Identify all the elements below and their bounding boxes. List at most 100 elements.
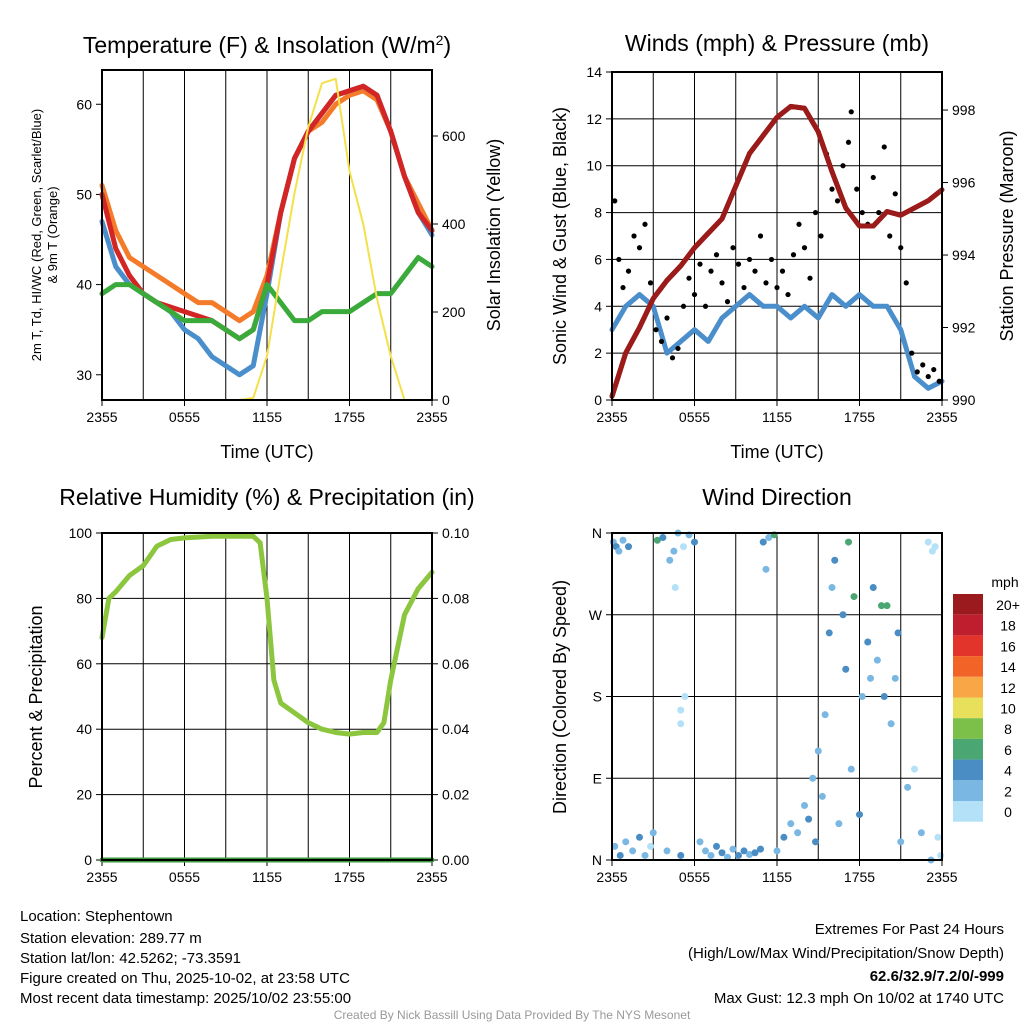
gust-point [616,256,622,263]
direction-point [812,838,819,846]
legend-swatch [953,635,983,657]
gust-point [631,233,637,239]
legend-swatch [953,656,983,677]
gust-point [620,284,626,291]
x-tick-label: 2355 [926,409,957,425]
direction-point [897,838,905,846]
temp-x-label: Time (UTC) [220,442,313,462]
x-tick-label: 2355 [596,409,627,425]
direction-point [835,820,843,828]
x-tick-label: 1755 [334,409,365,425]
x-tick-label: 2355 [416,409,447,425]
direction-point [680,543,687,551]
created-text: Figure created on Thu, 2025-10-02, at 23… [20,970,350,987]
gust-point [801,245,808,251]
gust-point [675,345,681,352]
gust-point [752,268,758,274]
gust-point [702,303,709,309]
gust-point [892,191,898,197]
gust-point [768,256,775,263]
gust-point [741,284,747,291]
legend-label: 16 [1000,638,1016,654]
y2-tick-label: 0 [442,392,450,408]
direction-point [625,543,632,551]
gust-point [763,280,769,286]
gust-point [909,350,915,356]
gust-point [887,233,893,239]
wind-panel-title: Winds (mph) & Pressure (mb) [625,30,929,56]
direction-point [622,838,630,846]
direction-point [856,811,863,819]
legend-label: 14 [1000,659,1016,675]
direction-point [713,842,720,850]
legend-swatch [953,718,983,739]
gust-point [730,245,736,251]
direction-point [659,534,667,542]
y-tick-label: 80 [76,590,92,606]
gust-point [854,186,860,192]
panel-1: 0 2 4 6 8 10 12 14 990 992 994 996 998 2355 0555 1155 17… [586,64,975,425]
y2-tick-label: 994 [952,247,976,263]
gust-point [931,366,937,373]
direction-point [917,829,925,837]
gust-point [642,221,648,227]
plot-frame [611,532,943,861]
gust-point [829,186,835,192]
y-tick-label: 2 [594,345,602,361]
direction-y-label: Direction (Colored By Speed) [550,580,570,814]
direction-point [825,629,833,637]
gust-point [653,327,659,333]
x-tick-label: 1755 [844,409,875,425]
series-station-pressure-top [609,103,944,398]
direction-point [773,847,781,855]
direction-point [649,829,657,837]
direction-point [878,602,885,610]
x-tick-label: 2355 [596,869,627,885]
y-tick-label: 0 [594,392,602,408]
legend-swatch [953,738,983,760]
direction-point [937,851,945,859]
legend-swatch [953,801,983,822]
direction-point [691,538,698,546]
direction-point [845,538,852,546]
y2-tick-label: 996 [952,175,976,191]
direction-point [636,833,643,841]
y-tick-label: 100 [69,525,93,541]
direction-point [677,706,685,714]
y-tick-label: 20 [76,787,92,803]
legend-label: 20+ [996,597,1020,613]
direction-point [759,538,767,546]
x-tick-label: 1155 [762,409,792,425]
legend-label: 2 [1004,783,1012,799]
plot-frame [101,532,433,861]
y-tick-label: 6 [594,251,602,267]
direction-point [746,851,753,859]
y2-tick-label: 400 [442,216,466,232]
temp-panel-title: Temperature (F) & Insolation (W/m2) [83,32,451,58]
plot-frame [611,71,943,401]
y-tick-label: 40 [76,721,92,737]
y-tick-label: 14 [586,64,602,80]
direction-point [821,711,829,719]
direction-point [615,547,623,555]
gust-point [691,291,698,298]
gust-point [818,233,824,239]
gust-point [881,144,887,150]
direction-point [850,593,858,601]
temp-y2-label: Solar Insolation (Yellow) [484,139,504,331]
gust-point [790,252,797,258]
direction-point [801,802,808,809]
x-tick-label: 2355 [926,869,957,885]
y-tick-label: 0 [84,852,92,868]
legend-label: 8 [1004,721,1012,737]
direction-point [616,851,624,859]
temp-y-label-1: 2m T, Td, HI/WC (Red, Green, Scarlet/Blu… [29,109,44,361]
direction-point [818,792,826,800]
direction-point [765,534,773,542]
legend-swatch [953,759,983,781]
y2-tick-label: 0.06 [442,656,469,672]
gust-point [785,291,791,298]
legend-label: 4 [1004,763,1012,779]
gust-point [936,378,942,384]
rh-panel-title: Relative Humidity (%) & Precipitation (i… [59,484,474,510]
